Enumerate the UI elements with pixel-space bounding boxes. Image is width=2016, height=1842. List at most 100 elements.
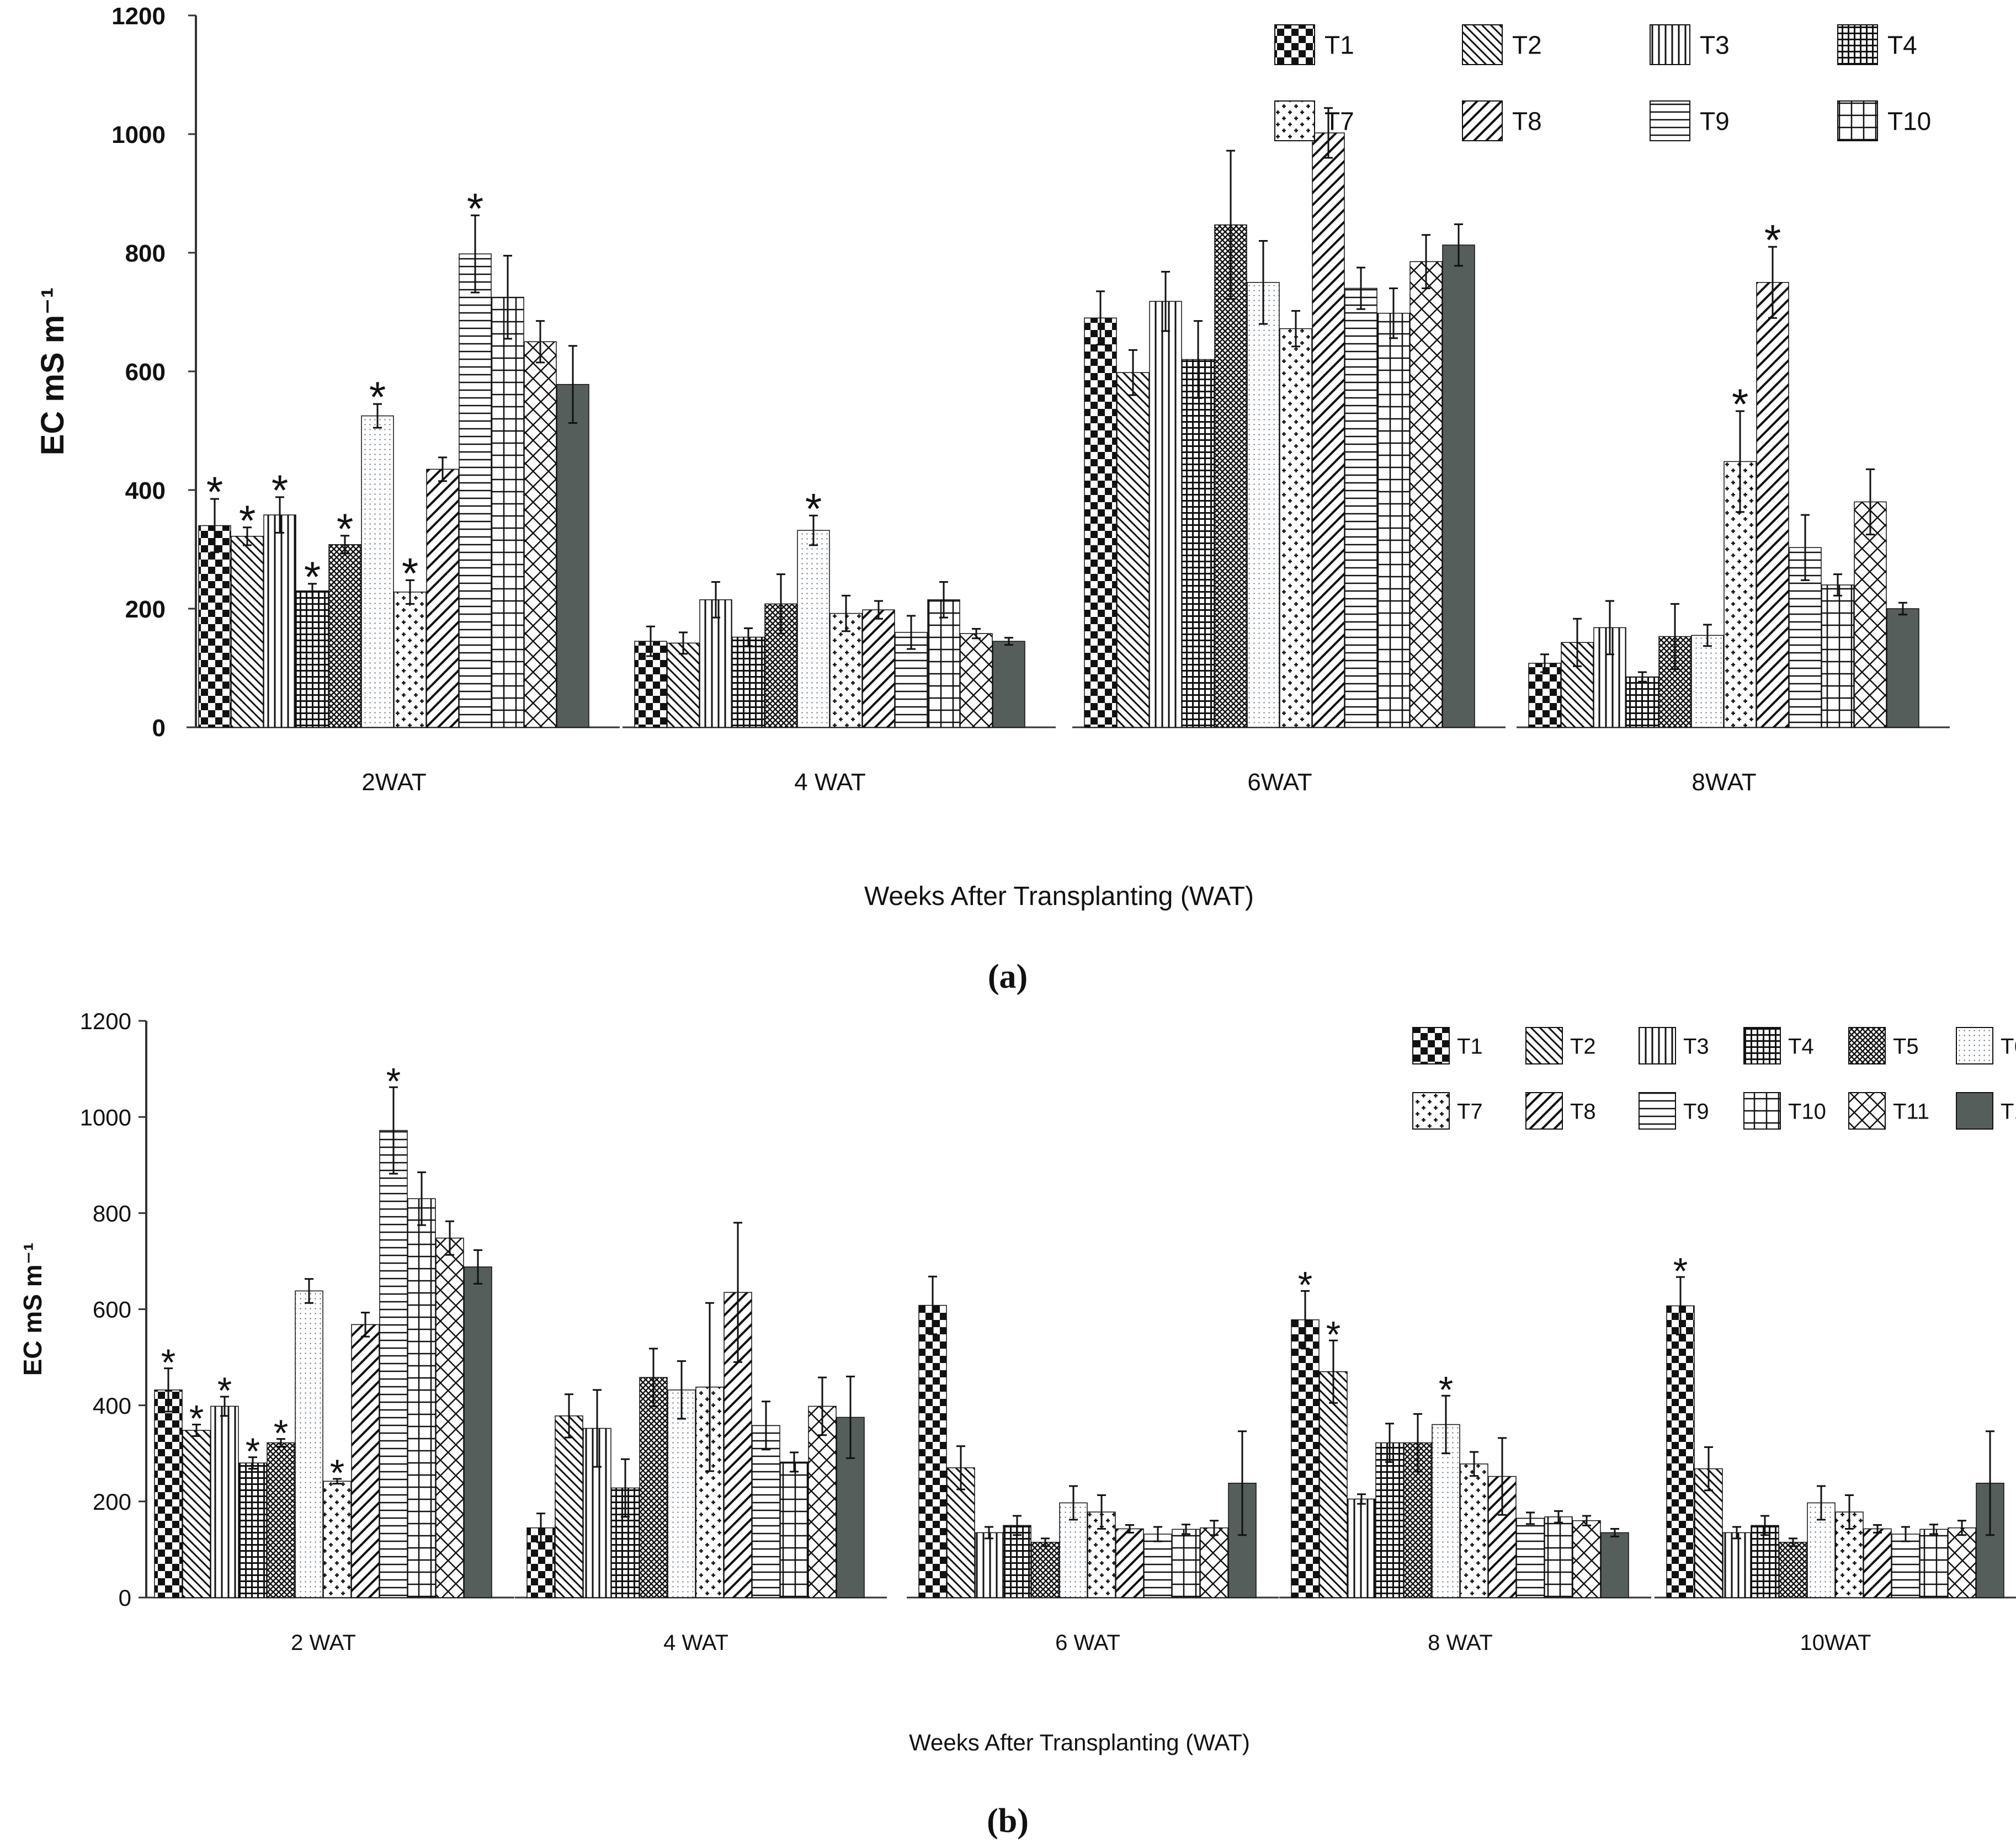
panel-a-bar-t2 <box>231 536 264 728</box>
panel-b-y-axis-title: EC mS m⁻¹ <box>18 1243 47 1376</box>
panel-b-legend-label: T5 <box>1893 1034 1919 1058</box>
panel-b-bar-t11 <box>1200 1527 1228 1598</box>
panel-a-legend-label: T7 <box>1325 107 1354 136</box>
panel-a-y-tick-label: 1000 <box>111 121 166 148</box>
panel-a-bar-t10 <box>491 296 524 728</box>
panel-b-legend-label: T4 <box>1788 1034 1814 1058</box>
panel-b-bar-t5 <box>1031 1542 1060 1598</box>
panel-a-legend-swatch-t8 <box>1462 100 1503 141</box>
panel-a-bar-t1 <box>198 525 231 728</box>
panel-b-significance-mark: * <box>274 1412 288 1454</box>
panel-a-bar-t3 <box>263 514 296 728</box>
panel-b-x-axis-title: Weeks After Transplanting (WAT) <box>909 1729 1250 1755</box>
panel-b-bar-t2 <box>555 1415 583 1598</box>
panel-a-bar-t2 <box>1116 372 1150 728</box>
panel-b-bar-t10 <box>1544 1516 1573 1598</box>
panel-b-significance-mark: * <box>246 1430 260 1472</box>
panel-b-legend-swatch-t7 <box>1412 1092 1450 1130</box>
panel-b-significance-mark: * <box>1326 1313 1341 1355</box>
panel-b-bar-t3 <box>1347 1498 1376 1598</box>
panel-a-legend-swatch-t10 <box>1837 100 1878 141</box>
panel-b-category-label: 2 WAT <box>291 1631 356 1655</box>
panel-b-legend-label: T12 <box>2001 1099 2016 1124</box>
panel-a-significance-mark: * <box>272 466 288 514</box>
panel-a-legend-label: T4 <box>1887 31 1917 60</box>
panel-b-legend-swatch-t1 <box>1412 1027 1450 1064</box>
panel-a-significance-mark: * <box>369 372 386 421</box>
panel-b-legend-swatch-t10 <box>1743 1092 1781 1130</box>
panel-a-bar-t1 <box>1084 317 1117 728</box>
panel-b-y-tick-label: 1200 <box>80 1008 131 1034</box>
panel-b-bar-t10 <box>1172 1529 1200 1598</box>
panel-a-legend-label: T2 <box>1512 31 1542 60</box>
panel-b-bar-t9 <box>752 1425 780 1598</box>
panel-b-bar-t11 <box>435 1237 464 1598</box>
panel-b-legend-swatch-t3 <box>1639 1027 1676 1064</box>
panel-b-category-label: 10WAT <box>1800 1631 1871 1655</box>
panel-a-category-label: 4 WAT <box>794 769 866 796</box>
panel-a-legend-swatch-t3 <box>1650 24 1690 65</box>
panel-a-bar-t10 <box>1821 584 1854 728</box>
panel-b-bar-t5 <box>1403 1442 1432 1598</box>
panel-a-bar-t3 <box>1149 301 1182 728</box>
panel-a-bar-t5 <box>1214 224 1247 728</box>
panel-a-legend-swatch-t2 <box>1462 24 1503 65</box>
panel-b-legend-swatch-t8 <box>1525 1092 1563 1130</box>
panel-a-bar-t9 <box>1344 288 1377 728</box>
panel-a-bar-t4 <box>1626 676 1659 728</box>
panel-a-significance-mark: * <box>402 549 418 597</box>
panel-a-y-tick-label: 800 <box>125 240 166 267</box>
panel-a-bar-t4 <box>296 590 329 728</box>
panel-a-y-tick-label: 0 <box>152 715 166 742</box>
panel-b-bar-t5 <box>1779 1542 1807 1598</box>
panel-b-significance-mark: * <box>1439 1369 1453 1410</box>
panel-b-bar-t6 <box>295 1290 323 1598</box>
panel-b-bar-t2 <box>946 1467 975 1598</box>
panel-a-bar-t4 <box>732 636 765 728</box>
panel-b-y-tick-label: 0 <box>119 1585 131 1611</box>
panel-a-significance-mark: * <box>206 467 223 516</box>
panel-b-bar-t10 <box>1919 1529 1948 1598</box>
panel-b-y-tick-label: 800 <box>93 1200 131 1226</box>
panel-b-panel-label: (b) <box>987 1802 1029 1840</box>
panel-b-legend-label: T11 <box>1893 1099 1929 1124</box>
panel-b-bar-t4 <box>238 1462 267 1598</box>
panel-a-bar-t12 <box>1442 244 1475 728</box>
panel-a-bar-t8 <box>426 469 459 728</box>
panel-b-legend-swatch-t9 <box>1639 1092 1676 1130</box>
panel-b-legend-label: T10 <box>1788 1099 1826 1124</box>
panel-a-legend-label: T3 <box>1700 31 1730 60</box>
panel-a-bar-t12 <box>556 384 589 728</box>
panel-a-bar-t11 <box>1409 261 1443 728</box>
panel-b-bar-t5 <box>267 1442 295 1598</box>
panel-b-bar-t1 <box>154 1390 183 1598</box>
panel-b-bar-t2 <box>1319 1371 1348 1598</box>
panel-a-bar-t8 <box>1312 132 1345 728</box>
panel-b-significance-mark: * <box>386 1060 401 1102</box>
panel-b-significance-mark: * <box>330 1452 344 1494</box>
panel-b-bar-t1 <box>918 1305 947 1598</box>
panel-a-category-label: 8WAT <box>1691 769 1756 796</box>
panel-b-bar-t4 <box>1751 1525 1779 1598</box>
panel-b-legend-label: T7 <box>1457 1099 1483 1124</box>
panel-a-significance-mark: * <box>467 184 483 232</box>
panel-b-legend-swatch-t5 <box>1848 1027 1886 1064</box>
panel-a-legend-label: T9 <box>1700 107 1730 136</box>
panel-b-y-tick-label: 200 <box>93 1489 131 1515</box>
panel-b-significance-mark: * <box>1298 1264 1312 1306</box>
panel-b-category-label: 4 WAT <box>663 1631 728 1655</box>
panel-a-y-tick-label: 1200 <box>111 3 166 30</box>
panel-b-bar-t11 <box>1948 1527 1976 1598</box>
panel-a-significance-mark: * <box>304 552 321 601</box>
panel-b-bar-t7 <box>1460 1463 1488 1598</box>
panel-a-bar-t6 <box>361 415 394 728</box>
panel-a-bar-t6 <box>1691 635 1724 728</box>
panel-a-x-axis-title: Weeks After Transplanting (WAT) <box>864 882 1254 911</box>
panel-b-legend-label: T2 <box>1570 1034 1596 1058</box>
panel-a-y-tick-label: 200 <box>125 596 166 623</box>
panel-a-bar-t6 <box>797 530 830 728</box>
panel-b-legend-swatch-t2 <box>1525 1027 1563 1064</box>
panel-b-bar-t4 <box>1003 1525 1031 1598</box>
panel-a-significance-mark: * <box>805 484 822 533</box>
